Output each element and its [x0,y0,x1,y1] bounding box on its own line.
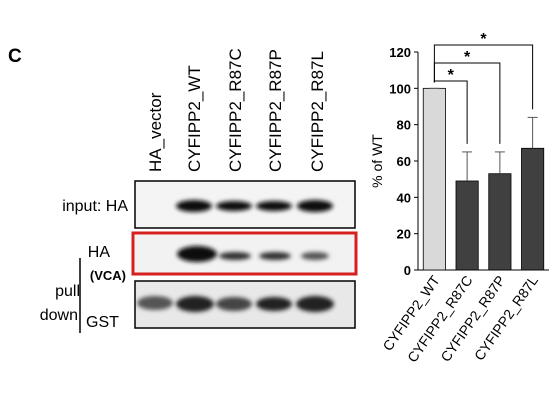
lane-label: CYFIPP2_R87L [308,51,327,172]
significance-label: * [448,67,455,84]
y-tick-label: 0 [404,263,411,278]
lane-label: CYFIPP2_WT [185,65,204,172]
y-axis-label: % of WT [369,134,385,188]
row-label: down [40,307,78,324]
y-tick-label: 120 [389,45,411,60]
highlight-box [131,231,358,276]
row-label: (VCA) [90,268,126,283]
bands-pulldown [177,246,329,262]
significance-bracket [433,44,534,110]
lane-label: CYFIPP2_R87C [226,48,245,172]
lane-label: CYFIPP2_R87P [266,49,285,172]
y-tick-label: 60 [397,154,411,169]
row-label: HA [88,244,111,261]
y-tick-label: 40 [397,190,411,205]
significance-label: * [480,31,487,48]
y-tick-label: 100 [389,81,411,96]
y-tick-label: 20 [397,227,411,242]
row-label: pull [55,283,80,300]
bar [422,87,446,271]
y-tick-label: 80 [397,118,411,133]
significance-label: * [464,49,471,66]
bands-input [176,200,333,212]
panel-label: C [8,46,22,67]
bar [455,180,479,271]
bar [521,147,545,271]
row-label: GST [86,314,119,331]
row-label: input: HA [62,198,128,215]
bar [488,173,512,271]
bands-gst [137,296,334,312]
lane-label: HA_vector [146,92,165,172]
